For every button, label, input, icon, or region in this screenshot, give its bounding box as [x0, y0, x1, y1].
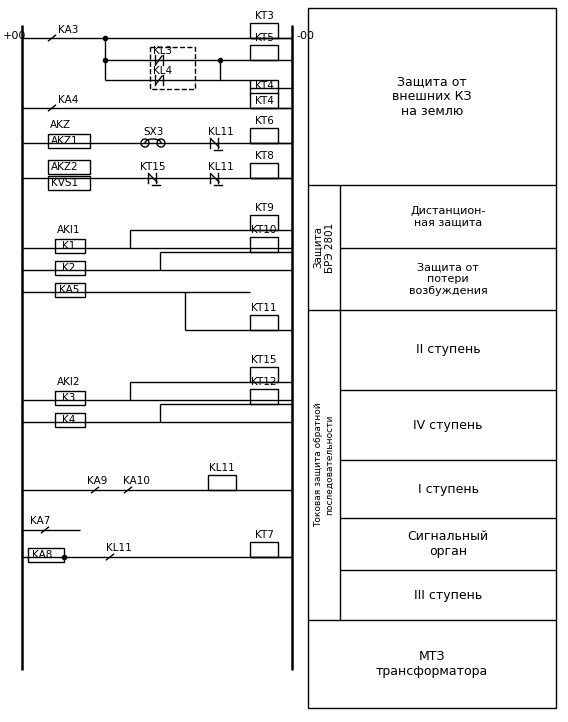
Text: K3: K3	[62, 393, 76, 403]
Text: +00: +00	[3, 31, 26, 41]
Text: KT4: KT4	[254, 96, 273, 106]
Text: KL4: KL4	[153, 66, 172, 76]
Bar	[250, 315, 278, 330]
Bar	[250, 23, 278, 38]
Bar	[48, 176, 90, 190]
Text: KT6: KT6	[254, 116, 273, 126]
Bar	[55, 283, 85, 297]
Text: Защита
БРЭ 2801: Защита БРЭ 2801	[313, 222, 335, 273]
Text: KT7: KT7	[254, 530, 273, 540]
Text: K2: K2	[62, 263, 76, 273]
Text: KT8: KT8	[254, 151, 273, 161]
Text: KT15: KT15	[140, 162, 165, 172]
Text: II ступень: II ступень	[416, 344, 481, 357]
Text: Сигнальный
орган: Сигнальный орган	[407, 530, 488, 558]
Bar	[250, 367, 278, 382]
Bar	[250, 93, 278, 108]
Bar	[308, 8, 556, 708]
Bar	[250, 389, 278, 404]
Text: KA7: KA7	[30, 516, 51, 526]
Text: I ступень: I ступень	[417, 482, 478, 495]
Text: KA10: KA10	[123, 476, 150, 486]
Text: Защита от
потери
возбуждения: Защита от потери возбуждения	[408, 262, 487, 295]
Text: IV ступень: IV ступень	[414, 419, 483, 432]
Text: Защита от
внешних КЗ
на землю: Защита от внешних КЗ на землю	[392, 75, 472, 118]
Text: KT9: KT9	[254, 203, 273, 213]
Bar	[55, 391, 85, 405]
Text: МТЗ
трансформатора: МТЗ трансформатора	[376, 650, 488, 678]
Bar	[208, 475, 236, 490]
Bar	[250, 215, 278, 230]
Text: KT10: KT10	[251, 225, 277, 235]
Text: KT11: KT11	[251, 303, 277, 313]
Text: KT15: KT15	[251, 355, 277, 365]
Bar	[48, 160, 90, 174]
Text: KL11: KL11	[208, 162, 234, 172]
Text: Дистанцион-
ная защита: Дистанцион- ная защита	[410, 206, 486, 227]
Text: KL3: KL3	[153, 46, 172, 56]
Text: KT4: KT4	[254, 81, 273, 91]
Bar	[250, 80, 278, 95]
Text: KT12: KT12	[251, 377, 277, 387]
Text: SX3: SX3	[143, 127, 164, 137]
Bar	[48, 134, 90, 148]
Bar	[55, 261, 85, 275]
Text: K1: K1	[62, 241, 76, 251]
Bar	[55, 413, 85, 427]
Text: Токовая защита обратной
последовательности: Токовая защита обратной последовательнос…	[314, 403, 334, 527]
Bar	[250, 237, 278, 252]
Bar	[150, 47, 195, 89]
Text: -00: -00	[296, 31, 314, 41]
Text: KA5: KA5	[59, 285, 80, 295]
Text: KA3: KA3	[58, 25, 78, 35]
Text: AKZ1: AKZ1	[51, 136, 78, 146]
Text: KA8: KA8	[32, 550, 52, 560]
Text: KL11: KL11	[208, 127, 234, 137]
Text: KA9: KA9	[87, 476, 107, 486]
Text: III ступень: III ступень	[414, 588, 482, 601]
Bar	[28, 548, 64, 562]
Bar	[250, 128, 278, 143]
Text: AKZ2: AKZ2	[51, 162, 78, 172]
Text: AKI2: AKI2	[57, 377, 81, 387]
Text: KT3: KT3	[254, 11, 273, 21]
Bar	[250, 45, 278, 60]
Text: K4: K4	[62, 415, 76, 425]
Text: KA4: KA4	[58, 95, 78, 105]
Text: AKZ: AKZ	[50, 120, 71, 130]
Text: AKI1: AKI1	[57, 225, 81, 235]
Text: KVS1: KVS1	[51, 178, 78, 188]
Text: KT5: KT5	[254, 33, 273, 43]
Bar	[55, 239, 85, 253]
Bar	[250, 163, 278, 178]
Text: KL11: KL11	[209, 463, 235, 473]
Text: KL11: KL11	[106, 543, 132, 553]
Bar	[250, 542, 278, 557]
